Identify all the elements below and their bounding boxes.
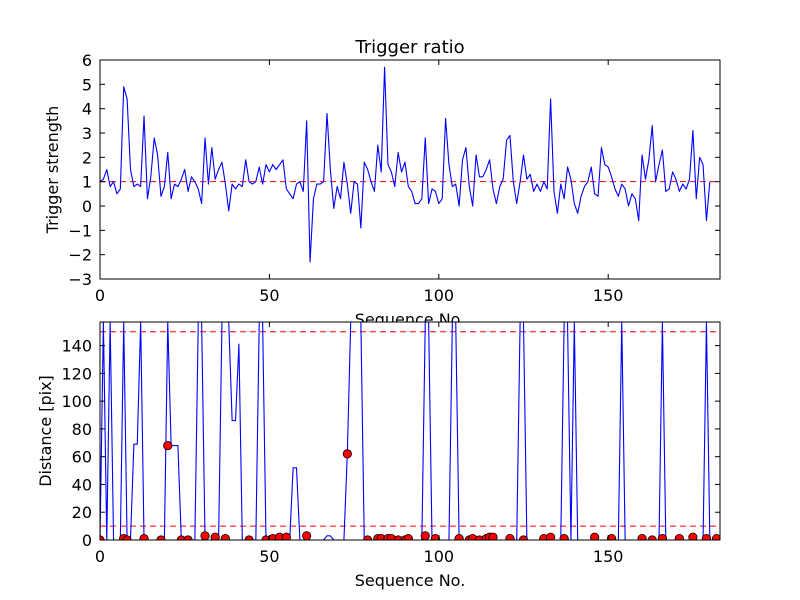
plot-content [100, 322, 720, 540]
y-tick-label: 1 [82, 173, 92, 192]
data-point [590, 532, 600, 540]
y-axis-label: Distance [pix] [36, 375, 55, 487]
y-tick-label: 140 [61, 337, 92, 356]
y-axis-label: Trigger strength [43, 106, 62, 235]
y-tick-label: 3 [82, 124, 92, 143]
y-tick-label: 0 [82, 197, 92, 216]
y-tick-label: 0 [82, 531, 92, 550]
y-tick-label: 2 [82, 148, 92, 167]
data-point [454, 534, 464, 540]
data-point [139, 534, 149, 540]
data-point [657, 534, 668, 540]
data-point [505, 534, 515, 540]
x-axis-label: Sequence No. [355, 571, 466, 590]
x-tick-label: 150 [593, 286, 624, 305]
axes-frame [99, 321, 721, 541]
chart-distance: 0 50 100 150 0 20 40 60 80 100 120 140 Sequence No. D… [36, 321, 721, 590]
plot-content [100, 66, 720, 263]
data-point [342, 449, 352, 459]
data-point [637, 534, 647, 540]
data-point [701, 534, 712, 540]
data-point [420, 531, 430, 540]
chart-title: Trigger ratio [354, 37, 464, 58]
data-point [200, 531, 210, 540]
data-point [210, 532, 220, 540]
data-point [220, 534, 230, 540]
y-tick-label: 5 [82, 75, 92, 94]
y-tick-label: 6 [82, 51, 92, 70]
y-tick-label: −3 [68, 270, 92, 289]
data-point [606, 534, 617, 540]
y-tick-label: 120 [61, 364, 92, 383]
x-tick-label: 50 [259, 547, 279, 566]
y-tick-label: −2 [68, 246, 92, 265]
x-tick-label: 150 [593, 547, 624, 566]
x-tick-label: 50 [259, 286, 279, 305]
y-tick-label: 4 [82, 100, 92, 119]
y-tick-label: 20 [72, 503, 92, 522]
data-point [488, 532, 498, 540]
data-point [163, 440, 173, 451]
x-tick-label: 100 [424, 286, 455, 305]
data-point [281, 532, 291, 540]
series-line [100, 66, 711, 263]
y-tick-label: −1 [68, 221, 92, 240]
data-point [403, 534, 413, 540]
data-point [712, 534, 720, 540]
data-point [302, 531, 312, 540]
y-tick-label: 40 [72, 475, 92, 494]
x-tick-label: 0 [95, 547, 105, 566]
data-point [430, 534, 441, 540]
data-point [546, 532, 556, 540]
y-tick-label: 80 [72, 420, 92, 439]
plot-area [100, 322, 720, 540]
x-tick-label: 100 [424, 547, 455, 566]
data-point [674, 534, 684, 540]
y-tick-label: 100 [61, 392, 92, 411]
data-point [688, 532, 698, 540]
x-tick-label: 0 [95, 286, 105, 305]
y-tick-label: 60 [72, 448, 92, 467]
plot-area [100, 60, 720, 279]
data-point [559, 534, 569, 540]
axes-frame [99, 59, 721, 280]
